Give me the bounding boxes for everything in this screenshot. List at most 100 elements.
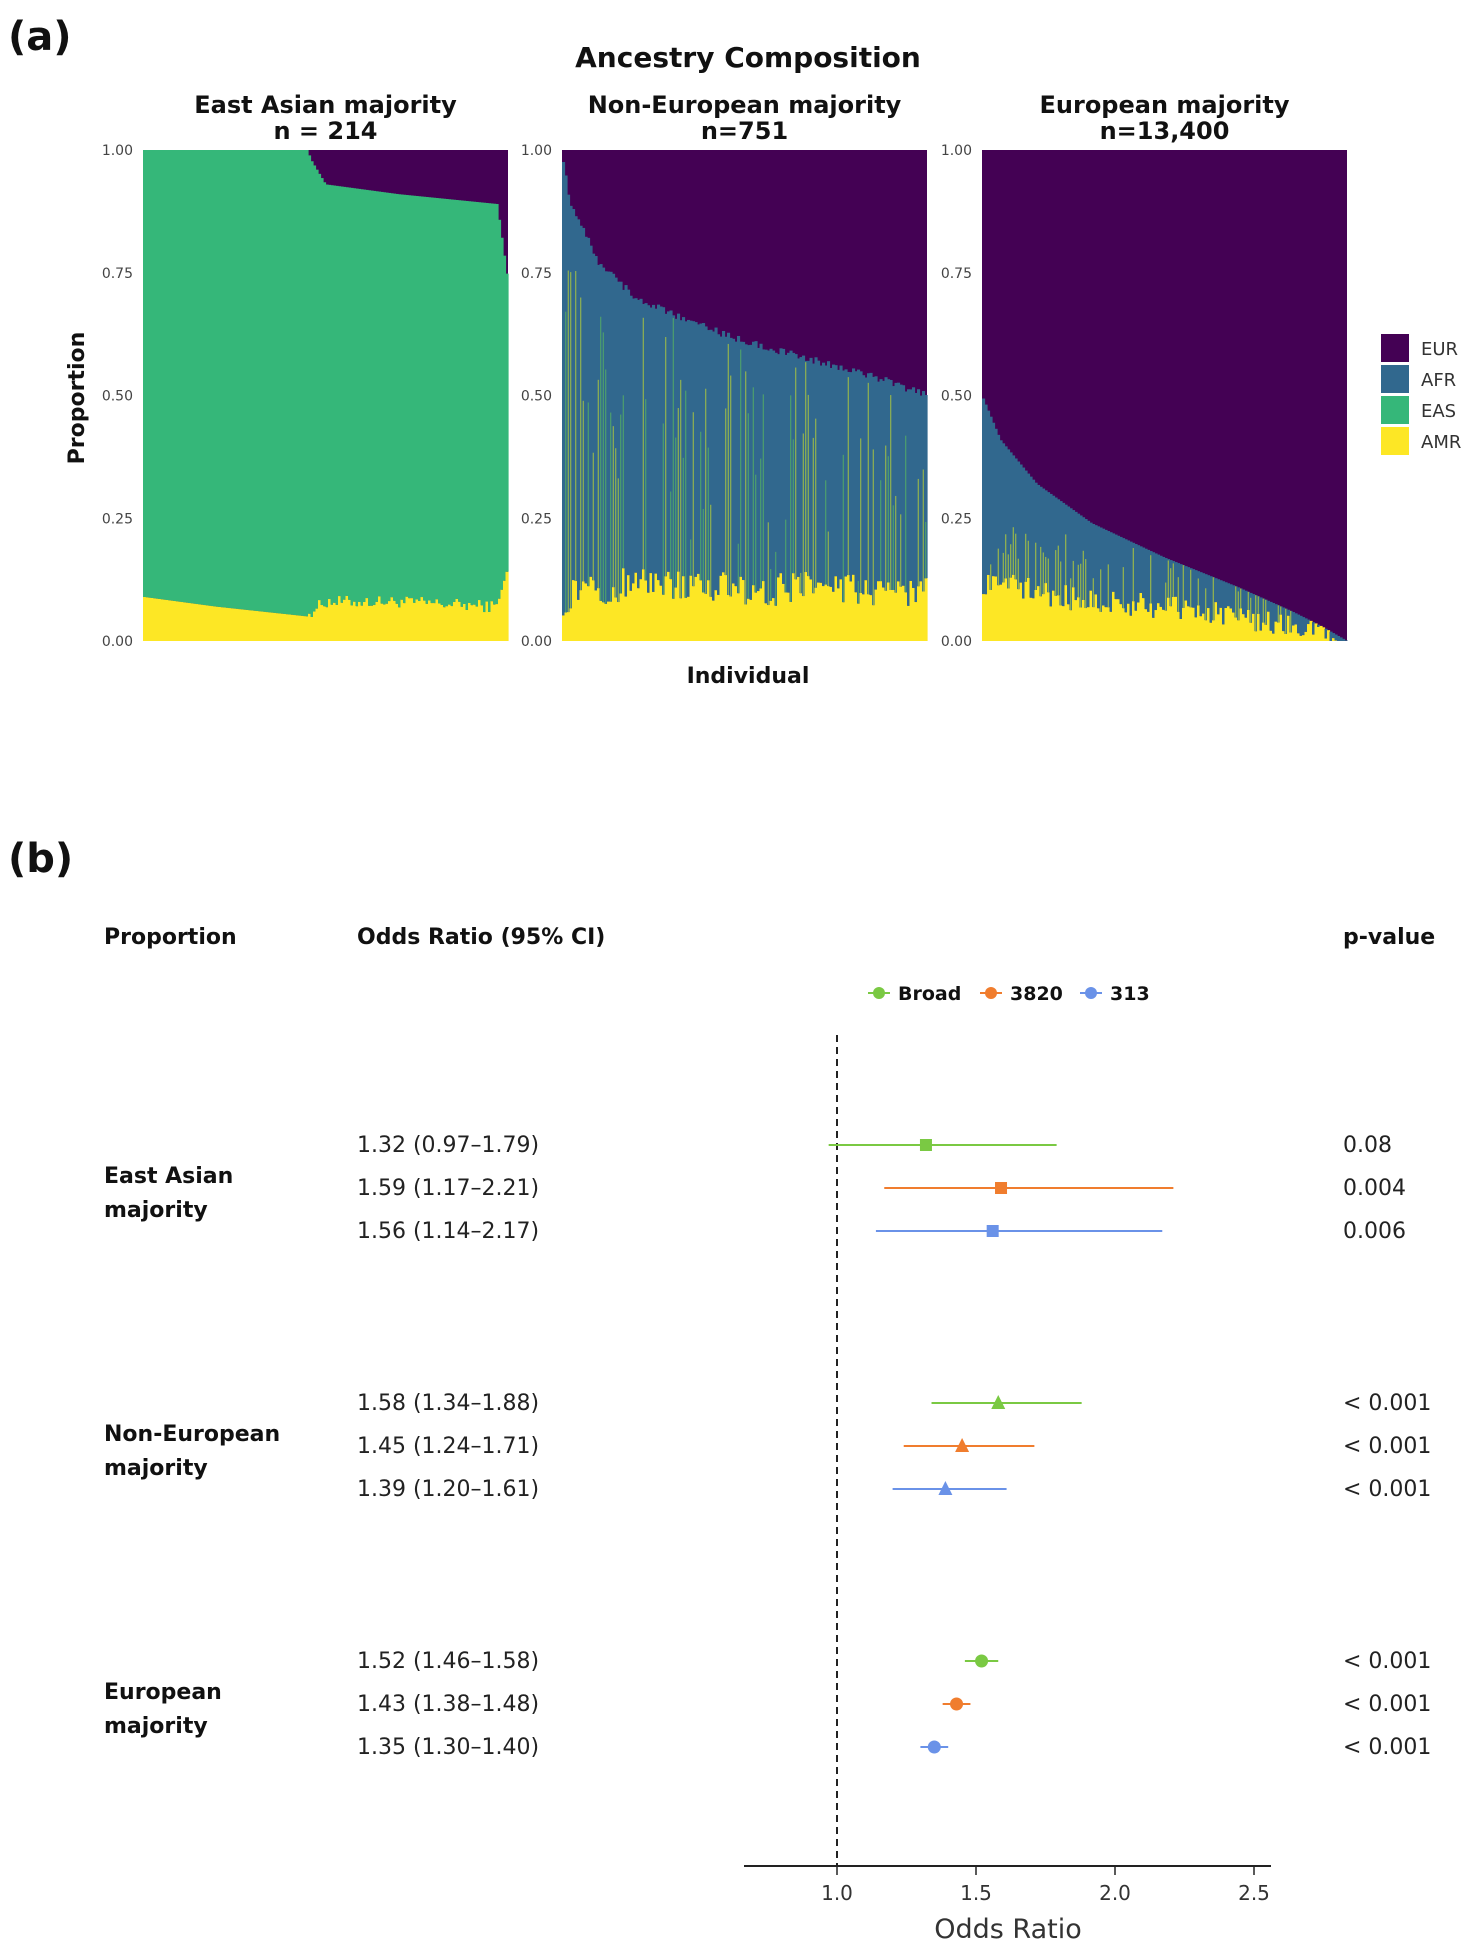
admix-streak — [858, 581, 859, 604]
or-ci-text: 1.56 (1.14–2.17) — [357, 1219, 539, 1244]
column-header-proportion: Proportion — [104, 925, 237, 950]
point-marker-square — [920, 1139, 932, 1151]
legend-swatch-amr — [1381, 427, 1409, 455]
admix-streak — [1123, 567, 1124, 608]
or-ci-text: 1.59 (1.17–2.21) — [357, 1176, 539, 1201]
admix-streak — [645, 399, 646, 580]
x-tick-label: 2.5 — [1238, 1881, 1270, 1905]
facet-title: Non-European majority — [588, 91, 902, 119]
admix-streak — [1258, 596, 1259, 614]
legend-label: AFR — [1421, 370, 1456, 391]
admix-streak — [1280, 606, 1281, 614]
admix-streak — [705, 389, 706, 594]
admix-streak — [1055, 550, 1056, 596]
facet-n-label: n=751 — [701, 117, 788, 145]
admix-streak — [1190, 570, 1191, 608]
admix-streak — [1083, 551, 1084, 600]
legend-label: 3820 — [1010, 983, 1063, 1005]
admix-streak — [1080, 564, 1081, 608]
legend-marker — [985, 987, 997, 999]
admix-streak — [1035, 543, 1036, 590]
admix-streak — [1235, 586, 1236, 617]
or-ci-text: 1.35 (1.30–1.40) — [357, 1735, 539, 1760]
admix-streak — [1178, 577, 1179, 612]
or-ci-text: 1.32 (0.97–1.79) — [357, 1133, 539, 1158]
admix-streak — [828, 532, 829, 587]
group-label: majority — [104, 1714, 208, 1739]
admix-streak — [1043, 552, 1044, 594]
admix-streak — [1073, 561, 1074, 587]
admix-streak — [1060, 561, 1061, 605]
y-tick-label: 0.75 — [102, 266, 133, 282]
admix-streak — [885, 446, 886, 591]
group-label: East Asian — [104, 1164, 233, 1189]
admix-streak — [1065, 534, 1066, 585]
admix-streak — [1248, 592, 1249, 610]
admix-streak — [568, 270, 569, 612]
facet-title: East Asian majority — [194, 91, 457, 119]
admix-streak — [1240, 588, 1241, 608]
admix-streak — [1040, 547, 1041, 596]
legend-swatch-afr — [1381, 365, 1409, 393]
admix-streak — [793, 439, 794, 573]
admix-streak — [990, 564, 991, 590]
admix-streak — [1008, 554, 1009, 588]
legend-swatch-eur — [1381, 334, 1409, 362]
amr-bar — [925, 578, 928, 641]
admix-streak — [620, 415, 621, 594]
admix-streak — [1048, 559, 1049, 593]
ancestry-facet: Non-European majorityn=7510.000.250.500.… — [521, 91, 928, 650]
legend-label: EUR — [1421, 339, 1458, 360]
admix-streak — [763, 394, 764, 581]
admix-streak — [593, 453, 594, 581]
admix-streak — [918, 479, 919, 586]
eas-bar — [506, 274, 509, 572]
group-label: Non-European — [104, 1422, 280, 1447]
y-tick-label: 0.50 — [521, 389, 552, 405]
legend-label: AMR — [1421, 432, 1461, 453]
x-tick-label: 1.0 — [821, 1881, 853, 1905]
or-ci-text: 1.43 (1.38–1.48) — [357, 1692, 539, 1717]
admix-streak — [1205, 588, 1206, 620]
p-value-text: < 0.001 — [1343, 1735, 1431, 1760]
admix-streak — [1278, 605, 1279, 622]
admix-streak — [998, 549, 999, 586]
group-label: majority — [104, 1198, 208, 1223]
group-label: majority — [104, 1456, 208, 1481]
ancestry-facet: European majorityn=13,4000.000.250.500.7… — [941, 91, 1348, 650]
admix-streak — [673, 318, 674, 599]
admix-streak — [1003, 553, 1004, 583]
admix-streak — [1010, 544, 1011, 577]
panel-b-label: (b) — [8, 836, 73, 882]
admix-streak — [675, 438, 676, 588]
admix-streak — [1133, 548, 1134, 601]
panel-a-label: (a) — [8, 14, 72, 60]
legend-marker — [873, 987, 885, 999]
admix-streak — [600, 317, 601, 601]
admix-streak — [623, 395, 624, 568]
y-tick-label: 0.75 — [941, 266, 972, 282]
admix-streak — [860, 438, 861, 592]
admix-streak — [740, 350, 741, 577]
point-marker-circle — [928, 1741, 941, 1754]
p-value-text: < 0.001 — [1343, 1477, 1431, 1502]
admix-streak — [843, 455, 844, 602]
admix-streak — [795, 368, 796, 580]
admix-streak — [565, 312, 566, 613]
admix-streak — [890, 395, 891, 590]
admix-streak — [1100, 569, 1101, 612]
p-value-text: < 0.001 — [1343, 1649, 1431, 1674]
y-tick-label: 0.75 — [521, 266, 552, 282]
admix-streak — [663, 423, 664, 594]
legend-swatch-eas — [1381, 396, 1409, 424]
column-header-odds-ratio: Odds Ratio (95% CI) — [357, 925, 605, 950]
admix-streak — [605, 369, 606, 603]
admix-streak — [575, 271, 576, 581]
y-tick-label: 0.25 — [102, 511, 133, 527]
facet-n-label: n=13,400 — [1100, 117, 1230, 145]
admix-streak — [1250, 598, 1251, 623]
facet-n-label: n = 214 — [273, 117, 377, 145]
y-tick-label: 0.00 — [521, 634, 552, 650]
p-value-text: < 0.001 — [1343, 1692, 1431, 1717]
admix-streak — [1070, 578, 1071, 610]
